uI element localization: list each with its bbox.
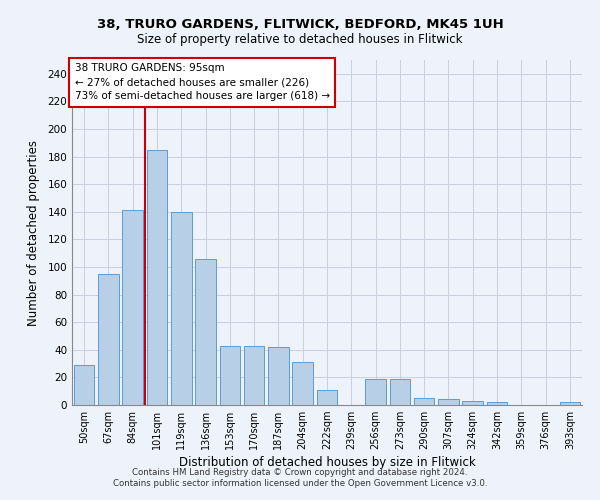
Bar: [244, 346, 265, 405]
Text: 38, TRURO GARDENS, FLITWICK, BEDFORD, MK45 1UH: 38, TRURO GARDENS, FLITWICK, BEDFORD, MK…: [97, 18, 503, 30]
Text: Contains HM Land Registry data © Crown copyright and database right 2024.
Contai: Contains HM Land Registry data © Crown c…: [113, 468, 487, 487]
Bar: [268, 347, 289, 405]
Bar: [438, 400, 459, 405]
Text: 38 TRURO GARDENS: 95sqm
← 27% of detached houses are smaller (226)
73% of semi-d: 38 TRURO GARDENS: 95sqm ← 27% of detache…: [74, 64, 329, 102]
Bar: [414, 398, 434, 405]
Bar: [560, 402, 580, 405]
Bar: [122, 210, 143, 405]
Y-axis label: Number of detached properties: Number of detached properties: [28, 140, 40, 326]
Bar: [365, 379, 386, 405]
Bar: [389, 379, 410, 405]
Bar: [195, 258, 216, 405]
Bar: [487, 402, 508, 405]
Bar: [98, 274, 119, 405]
Bar: [220, 346, 240, 405]
Bar: [74, 365, 94, 405]
Bar: [317, 390, 337, 405]
Text: Size of property relative to detached houses in Flitwick: Size of property relative to detached ho…: [137, 32, 463, 46]
Bar: [146, 150, 167, 405]
Bar: [292, 362, 313, 405]
Bar: [171, 212, 191, 405]
Bar: [463, 401, 483, 405]
X-axis label: Distribution of detached houses by size in Flitwick: Distribution of detached houses by size …: [179, 456, 475, 469]
